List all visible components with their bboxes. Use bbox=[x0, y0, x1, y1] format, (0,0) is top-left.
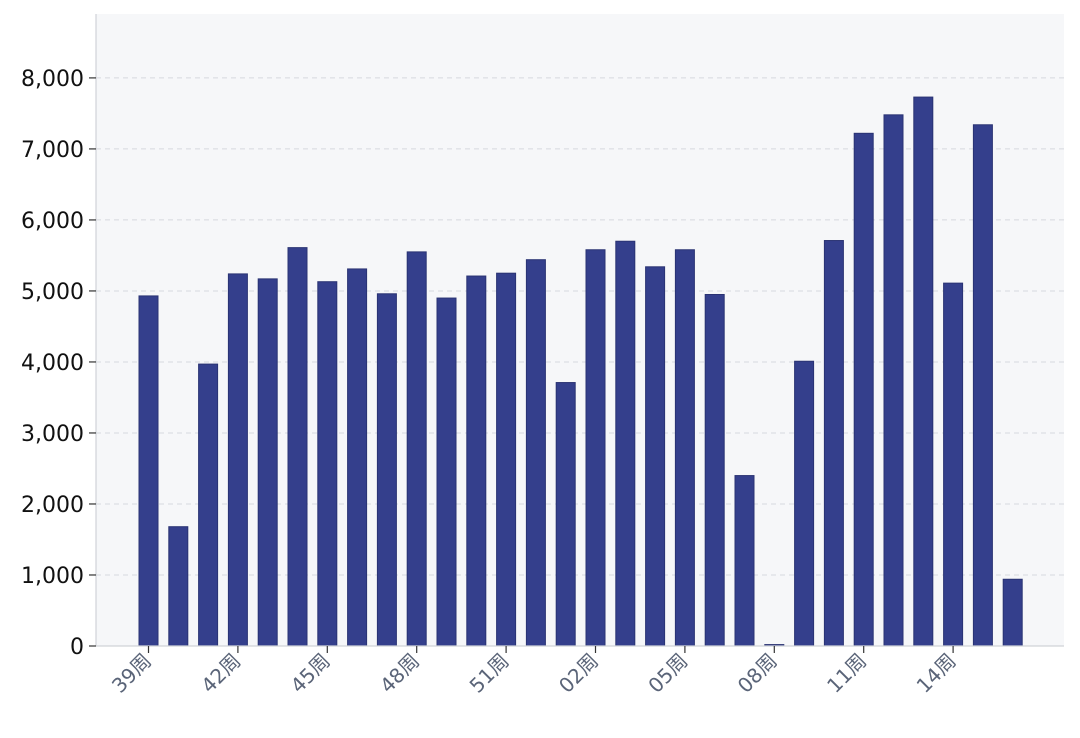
bar-06周 bbox=[704, 293, 725, 647]
bar-14周 bbox=[943, 282, 964, 647]
x-axis-ticks: 39周 42周 45周 48周 51周 02周 05周 08周 11周 14周 bbox=[107, 646, 961, 698]
bar-01周 bbox=[555, 382, 576, 647]
bar-03周 bbox=[615, 240, 636, 647]
x-tick-label: 45周 bbox=[286, 649, 335, 698]
bar-10周 bbox=[823, 240, 844, 647]
y-tick-label: 3,000 bbox=[21, 422, 84, 447]
bar-47周 bbox=[376, 293, 397, 647]
bar-15周 bbox=[972, 124, 993, 647]
x-tick-label: 48周 bbox=[375, 649, 424, 698]
bar-04周 bbox=[645, 266, 666, 647]
bar-09周 bbox=[794, 360, 815, 647]
x-tick-label: 08周 bbox=[733, 649, 782, 698]
bar-44周 bbox=[287, 247, 308, 647]
y-tick-label: 5,000 bbox=[21, 280, 84, 305]
bar-07周 bbox=[734, 475, 755, 647]
bar-50周 bbox=[466, 275, 487, 647]
bar-39周 bbox=[138, 295, 159, 647]
bar-40周 bbox=[168, 526, 189, 647]
bar-16周 bbox=[1002, 578, 1023, 647]
y-tick-label: 2,000 bbox=[21, 493, 84, 518]
y-tick-label: 8,000 bbox=[21, 67, 84, 92]
x-tick-label: 14周 bbox=[912, 649, 961, 698]
bar-43周 bbox=[257, 278, 278, 647]
bar-11周 bbox=[853, 132, 874, 647]
bar-42周 bbox=[227, 273, 248, 647]
axes bbox=[95, 14, 1064, 647]
bar-48周 bbox=[406, 251, 427, 647]
y-tick-label: 6,000 bbox=[21, 209, 84, 234]
bar-05周 bbox=[674, 249, 695, 647]
y-tick-label: 4,000 bbox=[21, 351, 84, 376]
bar-51周 bbox=[496, 272, 517, 647]
y-tick-label: 1,000 bbox=[21, 564, 84, 589]
y-axis-ticks: 0 1,000 2,000 3,000 4,000 5,000 6,000 7,000 8,00… bbox=[21, 67, 96, 660]
x-tick-label: 39周 bbox=[107, 649, 156, 698]
bar-46周 bbox=[347, 268, 368, 647]
bar-02周 bbox=[585, 249, 606, 647]
bar-45周 bbox=[317, 281, 338, 647]
bar-12周 bbox=[883, 114, 904, 647]
bars bbox=[138, 96, 1023, 647]
x-tick-label: 05周 bbox=[643, 649, 692, 698]
bar-13周 bbox=[913, 96, 934, 647]
bar-41周 bbox=[198, 363, 219, 647]
bar-49周 bbox=[436, 297, 457, 647]
x-tick-label: 51周 bbox=[465, 649, 514, 698]
x-tick-label: 02周 bbox=[554, 649, 603, 698]
x-tick-label: 11周 bbox=[822, 649, 871, 698]
y-tick-label: 0 bbox=[70, 635, 84, 660]
x-tick-label: 42周 bbox=[196, 649, 245, 698]
bar-52周 bbox=[525, 259, 546, 647]
y-tick-label: 7,000 bbox=[21, 138, 84, 163]
